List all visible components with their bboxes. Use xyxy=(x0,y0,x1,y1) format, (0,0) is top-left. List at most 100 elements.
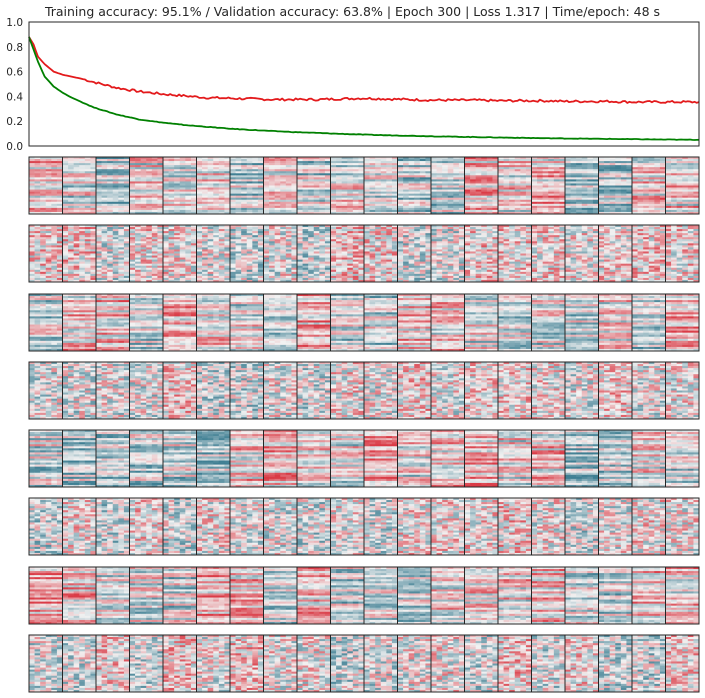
heatmap-cell xyxy=(347,188,353,190)
heatmap-cell xyxy=(40,188,46,190)
heatmap-cell xyxy=(314,192,320,194)
heatmap-cell xyxy=(632,196,638,198)
heatmap-cell xyxy=(258,192,264,194)
heatmap-cell xyxy=(213,229,219,231)
heatmap-cell xyxy=(258,165,264,167)
heatmap-cell xyxy=(96,268,102,270)
heatmap-cell xyxy=(157,239,163,241)
heatmap-cell xyxy=(79,227,85,229)
heatmap-cell xyxy=(40,183,46,185)
heatmap-cell xyxy=(124,233,130,235)
heatmap-cell xyxy=(107,202,113,204)
heatmap-cell xyxy=(51,171,57,173)
heatmap-cell xyxy=(208,272,214,274)
heatmap-cell xyxy=(587,202,593,204)
heatmap-cell xyxy=(621,159,627,161)
heatmap-cell xyxy=(202,186,208,188)
heatmap-cell xyxy=(46,268,52,270)
heatmap-cell xyxy=(693,165,699,167)
heatmap-cell xyxy=(219,194,225,196)
heatmap-cell xyxy=(532,161,538,163)
heatmap-cell xyxy=(492,210,498,212)
heatmap-cell xyxy=(35,208,41,210)
heatmap-cell xyxy=(258,167,264,169)
heatmap-cell xyxy=(68,254,74,256)
heatmap-cell xyxy=(414,175,420,177)
heatmap-cell xyxy=(141,167,147,169)
heatmap-cell xyxy=(29,249,35,251)
heatmap-cell xyxy=(63,183,69,185)
heatmap-cell xyxy=(185,181,191,183)
heatmap-cell xyxy=(230,258,236,260)
heatmap-cell xyxy=(247,245,253,247)
heatmap-cell xyxy=(414,206,420,208)
heatmap-cell xyxy=(526,204,532,206)
heatmap-cell xyxy=(677,179,683,181)
heatmap-cell xyxy=(252,161,258,163)
heatmap-cell xyxy=(247,237,253,239)
heatmap-cell xyxy=(146,200,152,202)
heatmap-cell xyxy=(347,196,353,198)
heatmap-cell xyxy=(96,233,102,235)
heatmap-cell xyxy=(604,171,610,173)
heatmap-cell xyxy=(325,171,331,173)
heatmap-cell xyxy=(381,165,387,167)
heatmap-cell xyxy=(174,245,180,247)
heatmap-cell xyxy=(68,200,74,202)
heatmap-cell xyxy=(208,268,214,270)
heatmap-panel xyxy=(63,225,97,282)
heatmap-cell xyxy=(152,237,158,239)
heatmap-cell xyxy=(682,171,688,173)
heatmap-cell xyxy=(487,175,493,177)
heatmap-cell xyxy=(163,190,169,192)
heatmap-cell xyxy=(275,270,281,272)
heatmap-cell xyxy=(509,196,515,198)
heatmap-cell xyxy=(141,175,147,177)
heatmap-cell xyxy=(291,245,297,247)
heatmap-cell xyxy=(375,194,381,196)
heatmap-cell xyxy=(213,241,219,243)
heatmap-cell xyxy=(571,179,577,181)
heatmap-cell xyxy=(174,241,180,243)
heatmap-cell xyxy=(169,204,175,206)
heatmap-cell xyxy=(492,204,498,206)
heatmap-cell xyxy=(230,188,236,190)
heatmap-cell xyxy=(130,258,136,260)
heatmap-cell xyxy=(431,198,437,200)
heatmap-cell xyxy=(448,163,454,165)
heatmap-cell xyxy=(554,179,560,181)
heatmap-cell xyxy=(180,233,186,235)
heatmap-cell xyxy=(325,237,331,239)
heatmap-cell xyxy=(498,173,504,175)
heatmap-cell xyxy=(90,278,96,280)
heatmap-cell xyxy=(470,159,476,161)
heatmap-cell xyxy=(146,198,152,200)
heatmap-cell xyxy=(314,175,320,177)
heatmap-cell xyxy=(96,208,102,210)
heatmap-cell xyxy=(118,188,124,190)
heatmap-cell xyxy=(208,202,214,204)
heatmap-cell xyxy=(537,173,543,175)
heatmap-cell xyxy=(107,274,113,276)
heatmap-cell xyxy=(476,202,482,204)
heatmap-cell xyxy=(425,161,431,163)
heatmap-cell xyxy=(213,270,219,272)
heatmap-cell xyxy=(269,266,275,268)
heatmap-cell xyxy=(275,268,281,270)
heatmap-cell xyxy=(409,169,415,171)
heatmap-cell xyxy=(269,175,275,177)
heatmap-cell xyxy=(224,204,230,206)
heatmap-cell xyxy=(604,200,610,202)
heatmap-cell xyxy=(626,173,632,175)
heatmap-cell xyxy=(174,254,180,256)
heatmap-cell xyxy=(141,188,147,190)
heatmap-cell xyxy=(247,186,253,188)
heatmap-cell xyxy=(236,165,242,167)
heatmap-cell xyxy=(582,177,588,179)
heatmap-cell xyxy=(386,159,392,161)
heatmap-cell xyxy=(448,210,454,212)
heatmap-cell xyxy=(264,274,270,276)
heatmap-cell xyxy=(392,196,398,198)
heatmap-cell xyxy=(347,179,353,181)
heatmap-cell xyxy=(102,247,108,249)
